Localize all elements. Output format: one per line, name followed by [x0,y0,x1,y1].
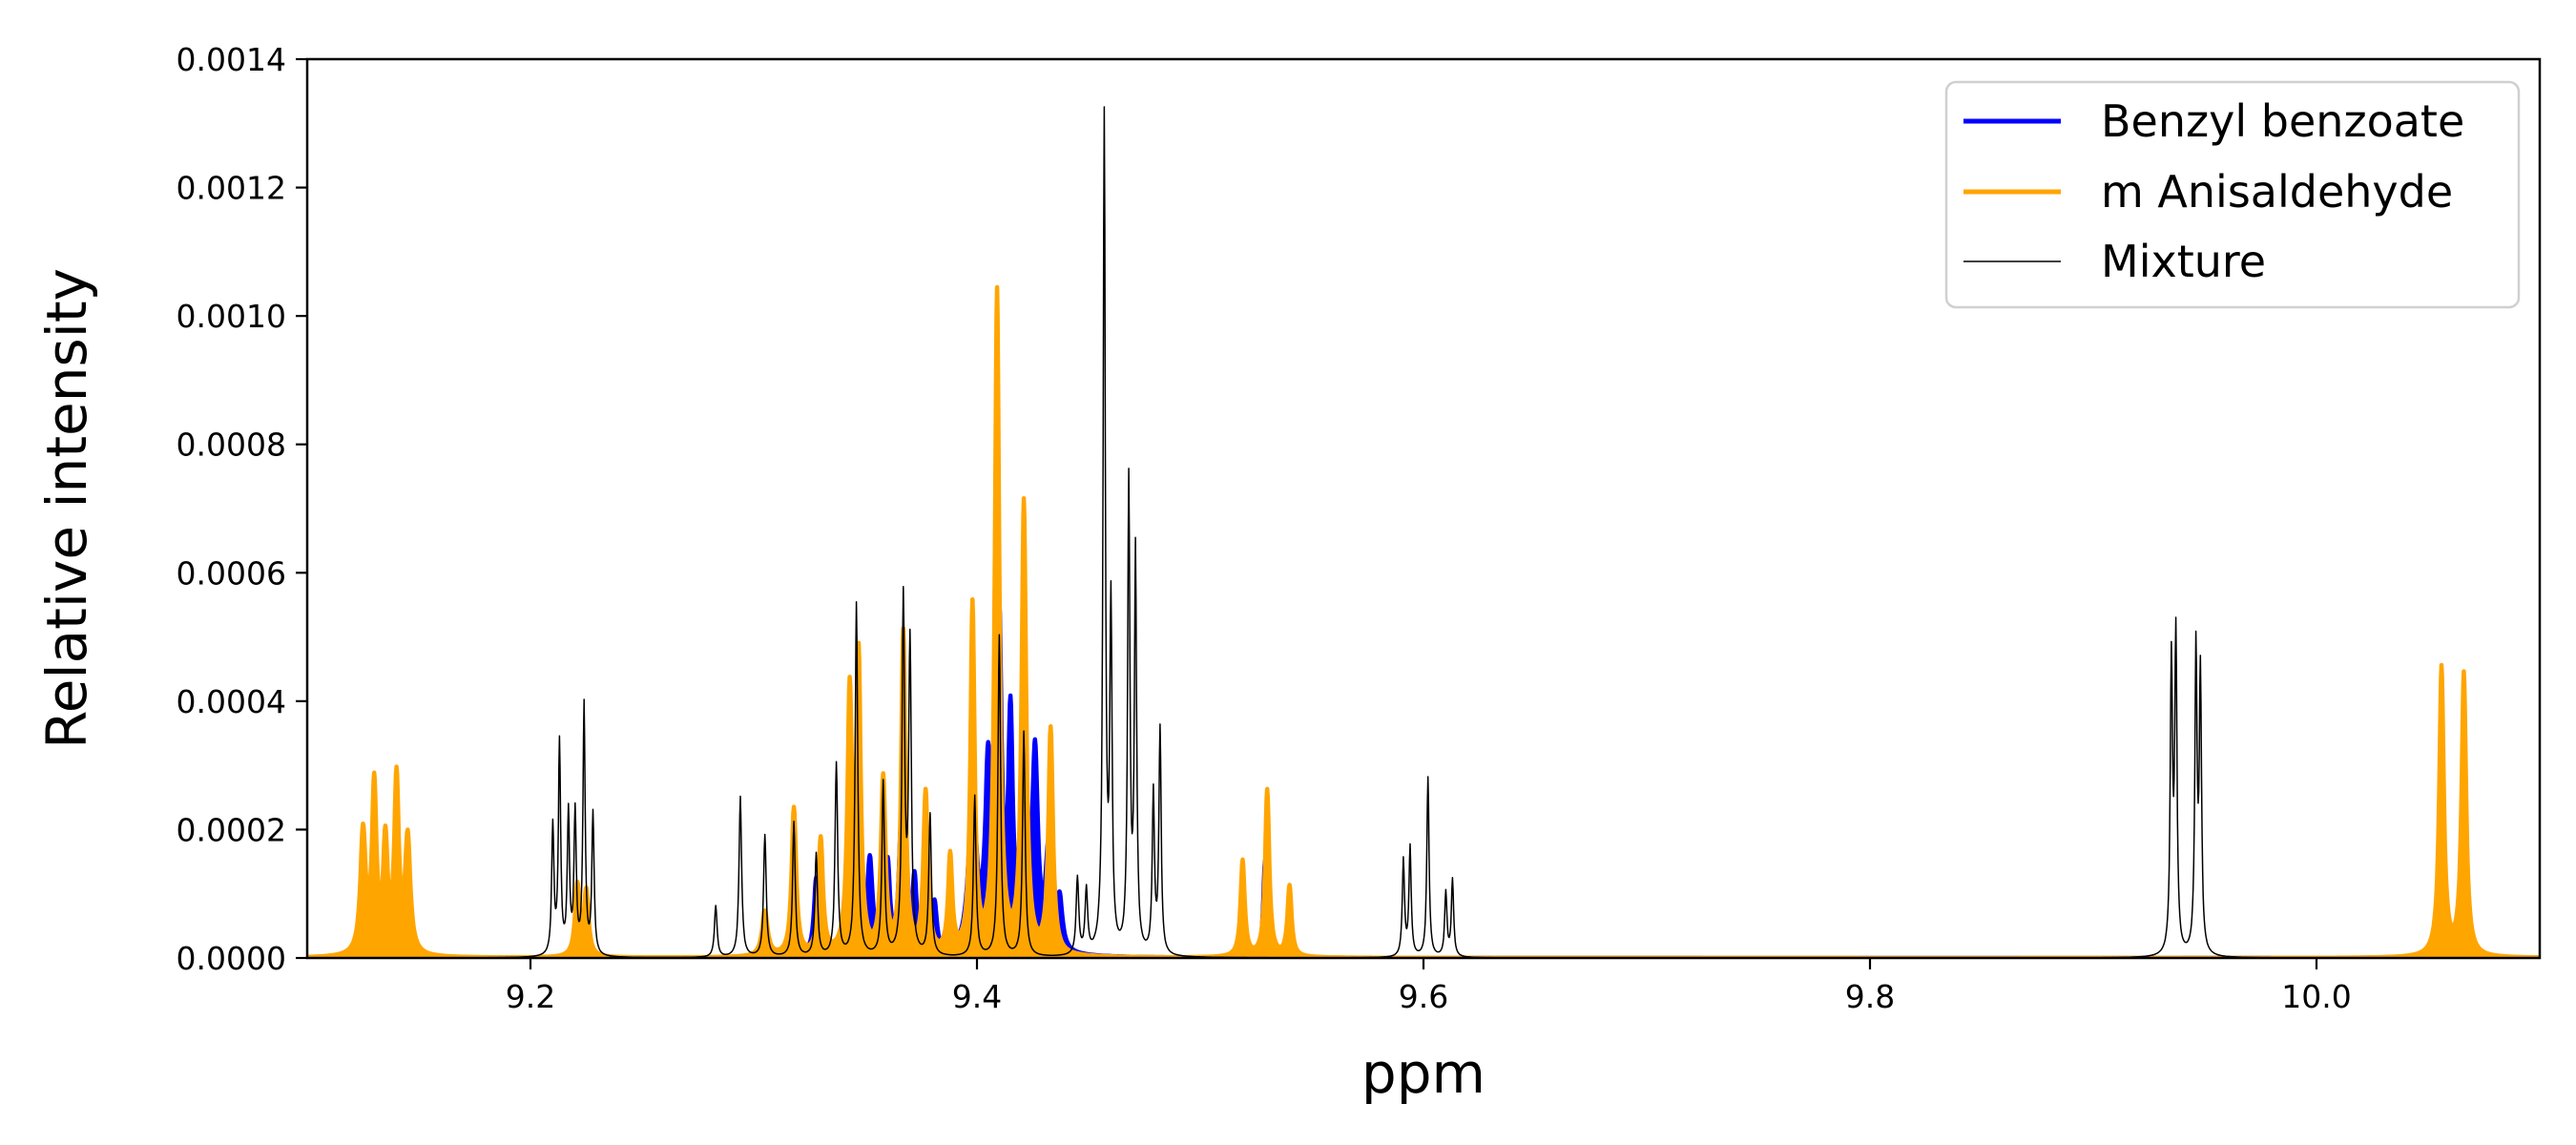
y-tick-label: 0.0002 [177,811,286,848]
legend-frame [1944,80,2521,309]
legend-label-mixture: Mixture [2101,236,2266,287]
x-tick-label: 9.2 [506,978,555,1015]
x-tick-label: 10.0 [2281,978,2351,1015]
y-tick-label: 0.0006 [177,554,286,592]
x-axis: 9.2 9.4 9.6 9.8 10.0 [506,958,2352,1015]
x-tick-label: 9.4 [952,978,1002,1015]
x-axis-label: ppm [1361,1041,1485,1106]
y-tick-label: 0.0008 [177,427,286,464]
y-tick-label: 0.0004 [177,683,286,720]
y-axis-label: Relative intensity [34,268,99,749]
x-tick-label: 9.8 [1845,978,1895,1015]
y-axis: 0.0000 0.0002 0.0004 0.0006 0.0008 0.0010 0.00… [177,41,307,977]
y-tick-label: 0.0012 [177,170,286,207]
y-tick-label: 0.0000 [177,940,286,977]
legend-label-benzyl-benzoate: Benzyl benzoate [2101,95,2464,147]
y-tick-label: 0.0010 [177,298,286,335]
legend: Benzyl benzoate m Anisaldehyde Mixture [1944,80,2521,309]
y-tick-label: 0.0014 [177,41,286,78]
legend-label-m-anisaldehyde: m Anisaldehyde [2101,166,2453,218]
x-tick-label: 9.6 [1399,978,1448,1015]
